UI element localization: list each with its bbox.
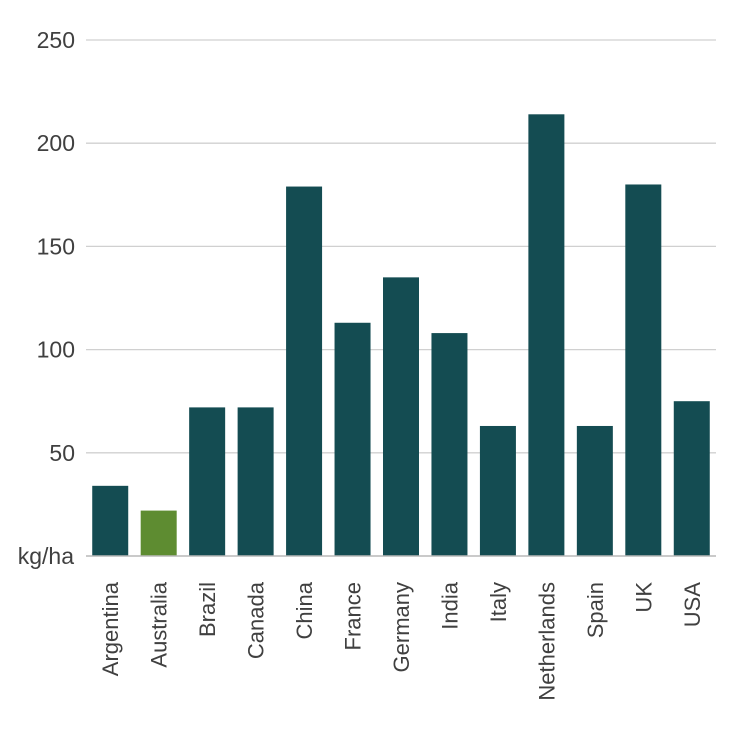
y-tick-label-200: 200 (37, 130, 75, 156)
y-tick-label-50: 50 (49, 440, 75, 466)
bar-canada (237, 407, 274, 556)
bar-usa (673, 401, 710, 556)
bar-germany (383, 277, 419, 556)
bars (92, 114, 710, 557)
y-axis-ticks: 50 100 150 200 250 (37, 27, 75, 466)
y-tick-label-100: 100 (37, 337, 75, 363)
bar-argentina (92, 485, 129, 556)
bar-spain (576, 425, 613, 556)
bar-china (286, 186, 323, 556)
x-tick-label-australia: Australia (147, 581, 172, 667)
bar-uk (625, 184, 662, 557)
x-tick-label-canada: Canada (244, 581, 269, 659)
x-tick-label-brazil: Brazil (195, 582, 220, 637)
bar-australia (140, 510, 177, 556)
x-tick-label-india: India (437, 581, 462, 629)
y-tick-label-150: 150 (37, 233, 75, 259)
x-tick-label-italy: Italy (486, 582, 511, 622)
x-tick-label-germany: Germany (389, 582, 414, 672)
x-tick-label-uk: UK (631, 582, 656, 613)
y-tick-label-250: 250 (37, 27, 75, 53)
x-tick-label-france: France (341, 582, 366, 650)
bar-india (431, 333, 468, 556)
x-axis-labels: Argentina Australia Brazil Canada China Franc… (98, 581, 705, 700)
bar-netherlands (528, 114, 565, 556)
x-tick-label-spain: Spain (583, 582, 608, 638)
y-unit-label: kg/ha (18, 543, 74, 569)
bar-brazil (189, 407, 226, 556)
x-tick-label-usa: USA (680, 582, 705, 628)
x-tick-label-netherlands: Netherlands (534, 582, 559, 701)
x-tick-label-china: China (292, 581, 317, 639)
bar-france (334, 322, 371, 556)
bar-italy (479, 425, 516, 556)
x-tick-label-argentina: Argentina (98, 581, 123, 676)
